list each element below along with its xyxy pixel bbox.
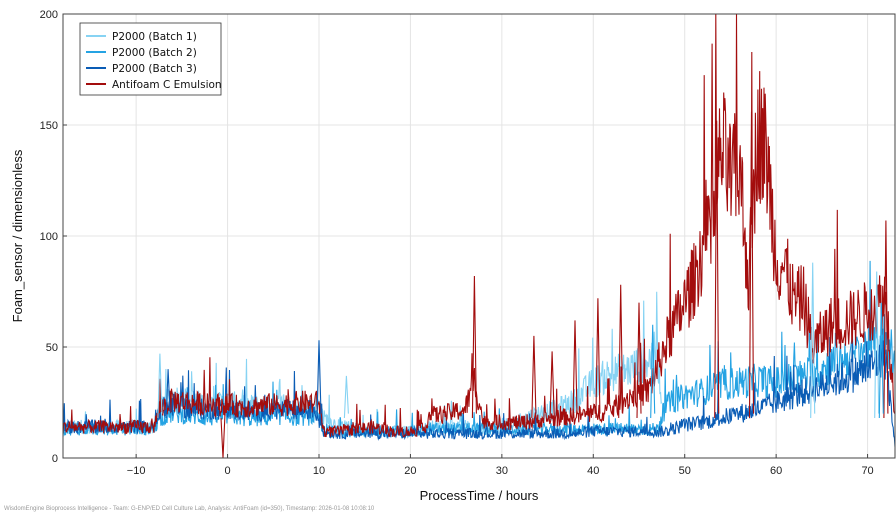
- series-spike: [157, 353, 163, 419]
- y-tick-label: 0: [52, 453, 58, 465]
- y-tick-label: 150: [40, 120, 58, 132]
- series-line-3: [63, 336, 895, 447]
- series-spike: [165, 369, 171, 419]
- series-spike: [650, 324, 656, 419]
- x-tick-label: 0: [225, 465, 231, 477]
- x-tick-label: 70: [861, 465, 873, 477]
- footer-caption: WisdomEngine Bioprocess Intelligence - T…: [4, 506, 375, 512]
- series-spike: [618, 284, 624, 419]
- legend: P2000 (Batch 1) P2000 (Batch 2) P2000 (Bat…: [79, 22, 222, 96]
- series-spike: [471, 275, 477, 419]
- series-spike: [572, 320, 578, 419]
- x-tick-label: 60: [770, 465, 782, 477]
- series-spike: [531, 335, 537, 419]
- series-line-4: [63, 14, 895, 438]
- legend-label: P2000 (Batch 3): [112, 63, 197, 75]
- x-tick-label: 40: [587, 465, 599, 477]
- y-tick-label: 200: [40, 9, 58, 21]
- series-spike: [549, 351, 555, 419]
- series-spike: [810, 262, 816, 419]
- x-tick-label: 20: [404, 465, 416, 477]
- legend-label: P2000 (Batch 2): [112, 47, 197, 59]
- x-tick-label: 30: [496, 465, 508, 477]
- series-spike: [748, 111, 755, 419]
- legend-label: P2000 (Batch 1): [112, 31, 197, 43]
- series-spike: [595, 298, 601, 419]
- series-spike: [636, 302, 642, 419]
- series-lines: [63, 14, 895, 458]
- series-spike: [343, 375, 349, 419]
- series-spike: [316, 340, 322, 419]
- y-tick-label: 50: [46, 342, 58, 354]
- series-spike: [883, 220, 889, 419]
- y-axis-title: Foam_sensor / dimensionless: [10, 149, 25, 322]
- legend-label: Antifoam C Emulsion: [112, 79, 222, 91]
- series-spike: [874, 271, 880, 419]
- x-tick-label: −10: [127, 465, 146, 477]
- y-tick-label: 100: [40, 231, 58, 243]
- series-spike: [878, 302, 884, 419]
- y-axis-ticks: 0 50 100 150 200: [40, 9, 67, 465]
- x-tick-label: 10: [313, 465, 325, 477]
- series-spike: [220, 413, 226, 458]
- x-tick-label: 50: [679, 465, 691, 477]
- x-axis-ticks: −10 0 10 20 30 40 50 60 70: [127, 454, 874, 477]
- series-line-2: [63, 260, 895, 439]
- series-line-1: [63, 291, 663, 439]
- series-spike: [714, 120, 720, 419]
- x-axis-title: ProcessTime / hours: [420, 488, 539, 503]
